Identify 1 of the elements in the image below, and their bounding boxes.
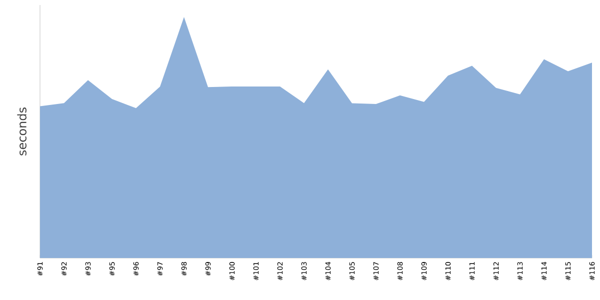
y-axis-title: seconds	[17, 108, 26, 156]
